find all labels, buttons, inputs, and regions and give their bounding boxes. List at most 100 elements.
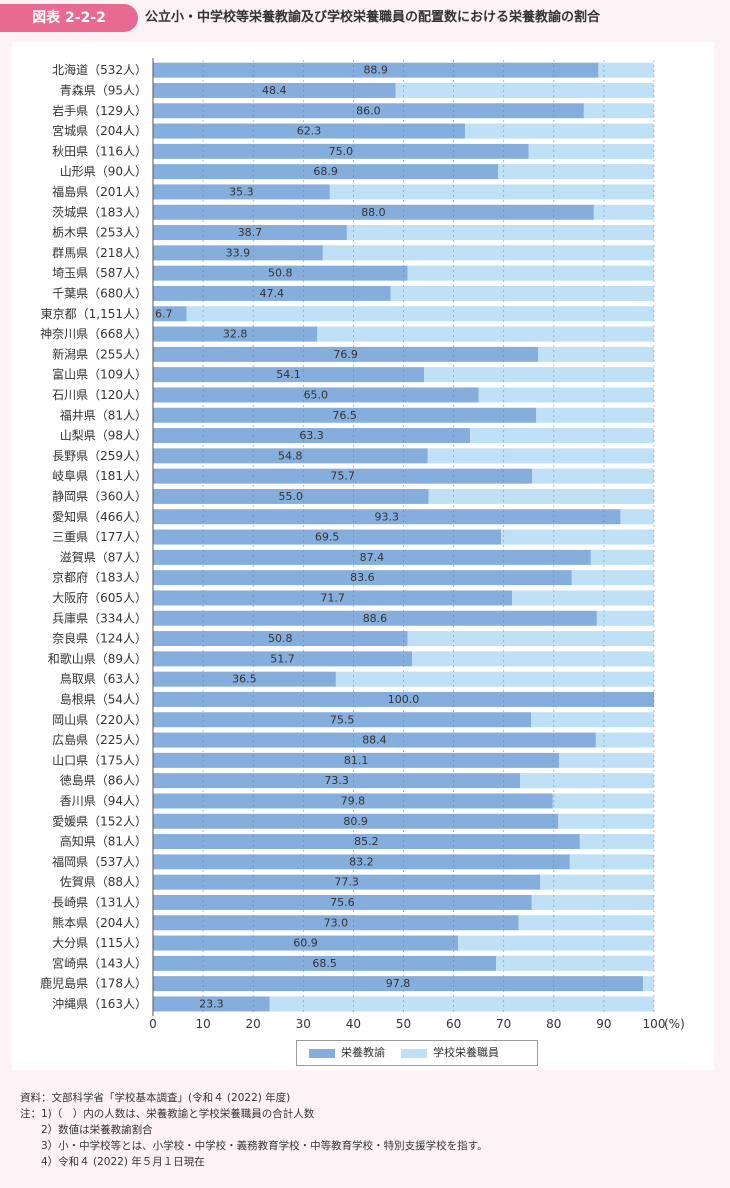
category-label: 東京都（1,151人）: [41, 307, 147, 321]
bar-school-nutrition-staff: [532, 468, 654, 484]
x-tick-label: 90: [596, 1017, 611, 1031]
x-tick-label: 60: [446, 1017, 461, 1031]
category-label: 青森県（95人）: [60, 82, 147, 97]
data-label: 88.9: [363, 64, 388, 77]
bar-nutrition-teacher: [153, 428, 471, 444]
header: 図表 2-2-2 公立小・中学校等栄養教諭及び学校栄養職員の配置数における栄養教…: [0, 0, 730, 34]
category-label: 島根県（54人）: [60, 691, 147, 706]
bar-school-nutrition-staff: [558, 813, 654, 829]
bar-school-nutrition-staff: [390, 285, 654, 301]
bar-school-nutrition-staff: [335, 671, 654, 687]
note-line: 注：1)（ ）内の人数は、栄養教諭と学校栄養職員の合計人数: [20, 1108, 315, 1120]
category-label: 神奈川県（668人）: [40, 327, 147, 341]
x-tick-label: 30: [296, 1017, 311, 1031]
data-label: 33.9: [226, 246, 251, 259]
bar-school-nutrition-staff: [536, 407, 654, 423]
data-label: 97.8: [386, 977, 411, 990]
bar-nutrition-teacher: [153, 184, 330, 200]
bar-nutrition-teacher: [153, 996, 270, 1012]
bar-nutrition-teacher: [153, 265, 408, 281]
data-label: 88.6: [363, 612, 388, 625]
category-label: 兵庫県（334人）: [52, 611, 147, 625]
category-label: 群馬県（218人）: [52, 246, 147, 260]
bar-nutrition-teacher: [153, 143, 529, 159]
data-label: 88.0: [361, 206, 386, 219]
note-line: 2）数値は栄養教諭割合: [20, 1124, 153, 1136]
chart-panel: 北海道（532人） 青森県（95人） 岩手県（129人） 宮城県（204人） 秋田県（1…: [12, 42, 714, 1070]
category-label: 長崎県（131人）: [52, 895, 147, 909]
bar-nutrition-teacher: [153, 407, 537, 423]
legend-swatch-nutrition-teacher: [309, 1048, 335, 1058]
data-label: 76.9: [333, 348, 358, 361]
bar-nutrition-teacher: [153, 529, 502, 545]
data-label: 87.4: [360, 551, 385, 564]
bar-school-nutrition-staff: [498, 164, 654, 180]
bar-nutrition-teacher: [153, 854, 570, 870]
bar-nutrition-teacher: [153, 285, 391, 301]
data-label: 75.5: [330, 713, 355, 726]
bar-nutrition-teacher: [153, 346, 539, 362]
category-label: 岩手県（129人）: [52, 103, 147, 118]
category-label: 山口県（175人）: [52, 753, 147, 767]
bar-school-nutrition-staff: [593, 204, 654, 220]
bar-school-nutrition-staff: [559, 752, 654, 768]
bar-school-nutrition-staff: [329, 184, 654, 200]
data-label: 54.8: [278, 449, 303, 462]
bar-nutrition-teacher: [153, 123, 466, 139]
bar-school-nutrition-staff: [496, 955, 654, 971]
data-label: 69.5: [315, 531, 340, 544]
bar-nutrition-teacher: [153, 935, 459, 951]
data-label: 88.4: [362, 734, 387, 747]
bar-school-nutrition-staff: [518, 915, 654, 931]
legend-item-school-nutrition-staff: 学校栄養職員: [401, 1046, 499, 1060]
bar-nutrition-teacher: [153, 732, 596, 748]
x-tick-label: 20: [246, 1017, 261, 1031]
bar-nutrition-teacher: [153, 103, 584, 119]
category-label: 岡山県（220人）: [52, 713, 147, 727]
x-tick-label: 100: [643, 1017, 666, 1031]
bar-nutrition-teacher: [153, 549, 591, 565]
chart-legend: 栄養教諭 学校栄養職員: [296, 1040, 538, 1066]
bar-school-nutrition-staff: [322, 245, 654, 261]
bar-nutrition-teacher: [153, 976, 643, 992]
category-label: 福井県（81人）: [60, 407, 147, 422]
x-tick-label: 80: [546, 1017, 561, 1031]
bar-nutrition-teacher: [153, 671, 336, 687]
category-label: 佐賀県（88人）: [60, 875, 147, 889]
bar-school-nutrition-staff: [478, 387, 654, 403]
bar-nutrition-teacher: [153, 164, 499, 180]
stacked-bar-chart: 北海道（532人） 青森県（95人） 岩手県（129人） 宮城県（204人） 秋田県（1…: [40, 58, 685, 1031]
data-label: 51.7: [270, 652, 295, 665]
data-label: 75.6: [330, 896, 355, 909]
category-label: 鹿児島県（178人）: [40, 976, 147, 991]
data-label: 6.7: [155, 307, 173, 320]
category-label: 長野県（259人）: [52, 449, 147, 463]
data-label: 54.1: [276, 368, 301, 381]
bar-school-nutrition-staff: [596, 610, 654, 626]
legend-item-nutrition-teacher: 栄養教諭: [309, 1046, 385, 1060]
note-line: 4）令和４ (2022) 年５月１日現在: [20, 1156, 205, 1168]
category-label: 熊本県（204人）: [52, 915, 147, 930]
data-label: 38.7: [238, 226, 263, 239]
bar-nutrition-teacher: [153, 468, 533, 484]
data-label: 73.3: [324, 774, 349, 787]
data-label: 50.8: [268, 267, 293, 280]
bar-nutrition-teacher: [153, 651, 413, 667]
bar-school-nutrition-staff: [569, 854, 654, 870]
bar-school-nutrition-staff: [620, 509, 654, 525]
bar-nutrition-teacher: [153, 773, 521, 789]
data-label: 65.0: [304, 388, 329, 401]
category-label: 三重県（177人）: [52, 530, 147, 544]
bar-nutrition-teacher: [153, 752, 560, 768]
bar-nutrition-teacher: [153, 874, 541, 890]
bar-school-nutrition-staff: [465, 123, 654, 139]
legend-label-nutrition-teacher: 栄養教諭: [341, 1046, 385, 1059]
category-label: 福島県（201人）: [52, 184, 147, 199]
bar-nutrition-teacher: [153, 915, 519, 931]
bar-school-nutrition-staff: [501, 529, 654, 545]
bar-school-nutrition-staff: [590, 549, 654, 565]
category-label: 滋賀県（87人）: [60, 550, 147, 564]
category-label: 沖縄県（163人）: [52, 996, 147, 1011]
data-label: 32.8: [223, 328, 248, 341]
bar-nutrition-teacher: [153, 62, 599, 78]
